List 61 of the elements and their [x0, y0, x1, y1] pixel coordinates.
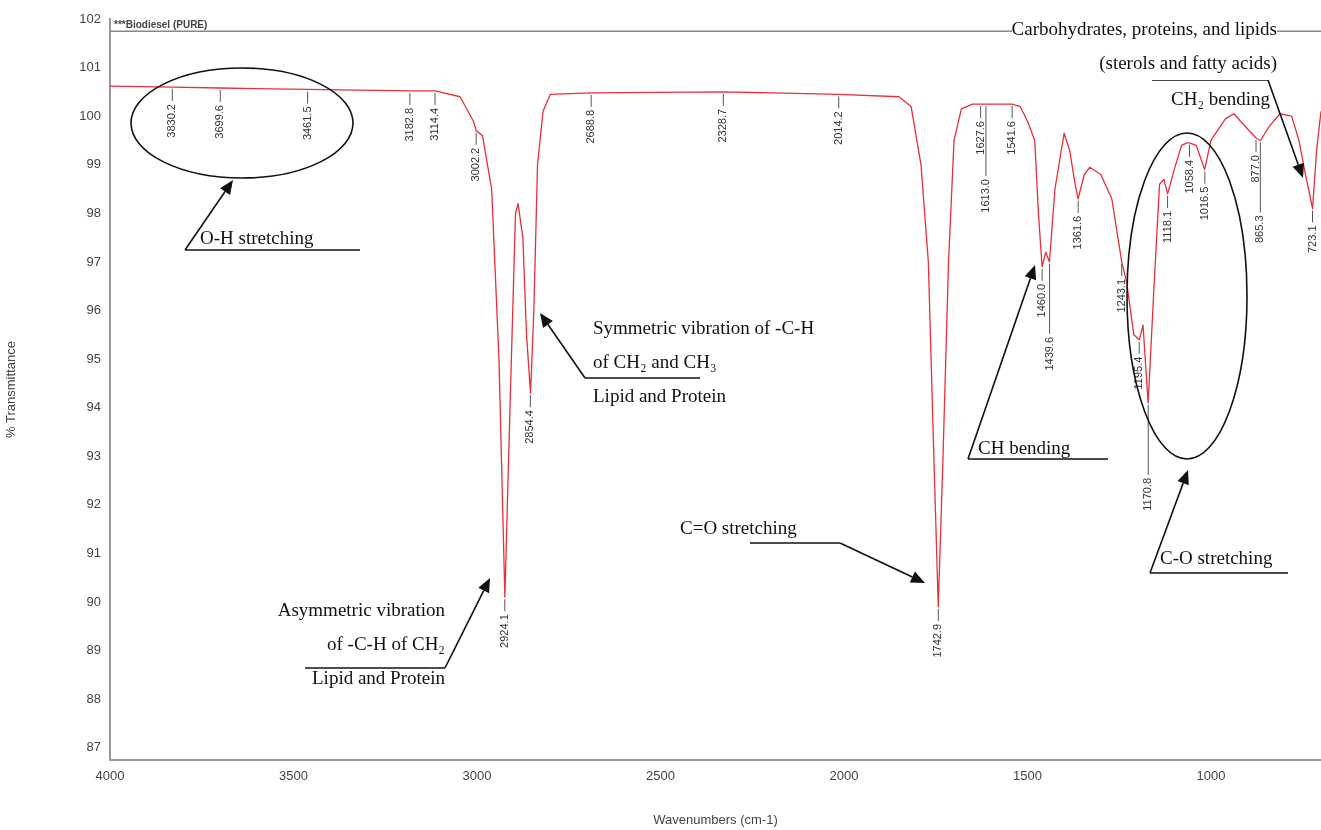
annotation: O-H stretching: [200, 226, 314, 250]
annotation: 1627.6: [973, 121, 986, 155]
annotation: 3830.2: [165, 104, 178, 138]
y-tick-label: 97: [86, 253, 101, 269]
annotation: 1742.9: [931, 623, 944, 658]
x-axis-title: Wavenumbers (cm-1): [653, 811, 778, 827]
x-tick-label: 4000: [95, 768, 125, 784]
annotation: Carbohydrates, proteins, and lipids (sterols and fatty acids): [1011, 12, 1277, 80]
annotation: 3114.4: [428, 107, 441, 141]
annotation: C-O stretching: [1160, 546, 1273, 570]
annotation: 2924.1: [497, 614, 510, 648]
y-tick-label: 95: [86, 350, 101, 366]
annotation: 2854.4: [523, 410, 536, 444]
annotation: 1118.1: [1160, 210, 1173, 243]
x-tick-label: 3500: [279, 768, 308, 784]
annotation: 3182.8: [402, 107, 415, 142]
annotation: 1361.6: [1071, 215, 1084, 250]
annotation: 865.3: [1253, 215, 1266, 244]
annotation: 3002.2: [469, 147, 482, 182]
annotation: CH bending: [978, 436, 1071, 460]
y-tick-label: 98: [86, 204, 101, 220]
annotation: 2014.2: [831, 111, 844, 145]
annotation: CH₂ bending: [1171, 87, 1270, 111]
annotation: Asymmetric vibration of -C-H of CH₂ Lipid and Protein: [277, 598, 445, 690]
y-tick-label: 96: [86, 302, 101, 318]
annotation: 3461.5: [300, 106, 313, 141]
annotation: 723.1: [1305, 225, 1318, 254]
x-tick-label: 3000: [462, 768, 492, 784]
y-tick-label: 87: [86, 739, 101, 755]
y-tick-label: 88: [86, 690, 101, 706]
annotation: 1439.6: [1042, 336, 1055, 371]
ref-line-label: ***Biodiesel (PURE): [114, 18, 208, 30]
annotation: 1243.1: [1114, 278, 1127, 313]
annotation: 1170.8: [1141, 477, 1154, 511]
annotation: 2328.7: [716, 108, 729, 143]
y-tick-label: 92: [86, 496, 101, 512]
annotation: Symmetric vibration of -C-H of CH₂ and CH₃ Lipid and Protein: [593, 316, 815, 408]
y-tick-label: 99: [86, 156, 101, 172]
y-tick-label: 90: [86, 593, 101, 609]
y-tick-label: 91: [86, 545, 101, 561]
x-tick-label: 2500: [645, 768, 675, 784]
y-tick-label: 101: [79, 59, 101, 75]
y-tick-label: 102: [79, 10, 101, 26]
annotation: 877.0: [1249, 155, 1262, 183]
x-tick-label: 1500: [1012, 768, 1042, 784]
annotation: 2688.8: [584, 109, 597, 144]
annotation: 1460.0: [1035, 283, 1048, 318]
annotation: 1016.5: [1197, 186, 1210, 221]
annotation: 1613.0: [978, 179, 991, 213]
y-tick-label: 100: [79, 107, 101, 123]
annotation: 1058.4: [1182, 159, 1195, 194]
annotation: 1195.4: [1132, 356, 1145, 390]
y-axis-title: % Transmittance: [3, 341, 19, 438]
x-tick-label: 2000: [829, 768, 859, 784]
annotation: 3699.6: [213, 105, 226, 139]
y-tick-label: 93: [86, 447, 101, 463]
annotation: C=O stretching: [680, 516, 797, 540]
annotation: 1541.6: [1005, 121, 1018, 155]
y-tick-label: 89: [86, 642, 101, 658]
x-tick-label: 1000: [1196, 768, 1226, 784]
y-tick-label: 94: [86, 399, 101, 415]
